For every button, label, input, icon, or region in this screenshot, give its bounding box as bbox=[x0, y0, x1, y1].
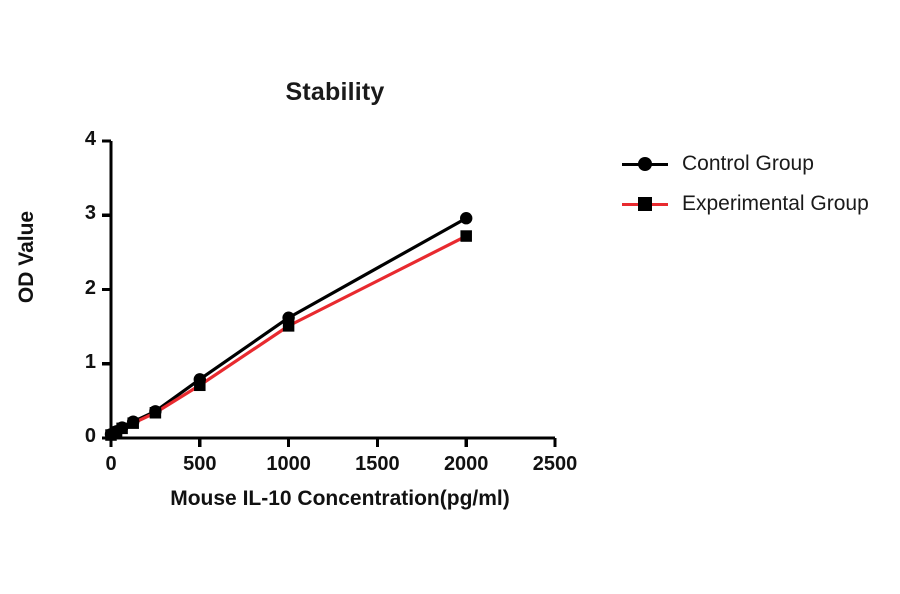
legend-item-control[interactable]: Control Group bbox=[622, 148, 869, 180]
legend-marker-square-icon bbox=[638, 197, 652, 211]
data-point-circle-control bbox=[460, 212, 473, 225]
legend-item-experimental[interactable]: Experimental Group bbox=[622, 188, 869, 220]
x-tick-label: 1000 bbox=[266, 453, 311, 475]
data-point-square-experimental bbox=[127, 417, 139, 429]
legend-label-experimental: Experimental Group bbox=[682, 192, 869, 215]
y-tick-label: 0 bbox=[84, 425, 96, 447]
legend-marker-circle-icon bbox=[638, 157, 652, 171]
x-axis-title: Mouse IL-10 Concentration(pg/ml) bbox=[170, 487, 510, 510]
x-tick-label: 2000 bbox=[443, 453, 489, 475]
data-point-square-experimental bbox=[149, 407, 162, 419]
chart-legend: Control Group Experimental Group bbox=[622, 148, 869, 228]
data-point-square-experimental bbox=[460, 230, 472, 242]
x-tick-label: 500 bbox=[183, 453, 217, 475]
legend-label-control: Control Group bbox=[682, 152, 814, 175]
chart-title: Stability bbox=[285, 78, 385, 106]
legend-swatch-experimental bbox=[622, 193, 668, 215]
y-tick-label: 2 bbox=[84, 276, 96, 299]
y-tick-label: 1 bbox=[84, 350, 96, 373]
data-point-square-experimental bbox=[282, 320, 295, 332]
data-point-square-experimental bbox=[194, 379, 206, 392]
y-tick-label: 3 bbox=[84, 202, 96, 225]
x-tick-label: 2500 bbox=[532, 453, 578, 475]
x-tick-label: 0 bbox=[105, 453, 117, 475]
data-point-square-experimental bbox=[116, 422, 128, 435]
y-axis-title: OD Value bbox=[15, 210, 38, 304]
legend-swatch-control bbox=[622, 153, 668, 175]
x-tick-label: 1500 bbox=[355, 453, 400, 475]
y-tick-label: 4 bbox=[84, 128, 96, 150]
